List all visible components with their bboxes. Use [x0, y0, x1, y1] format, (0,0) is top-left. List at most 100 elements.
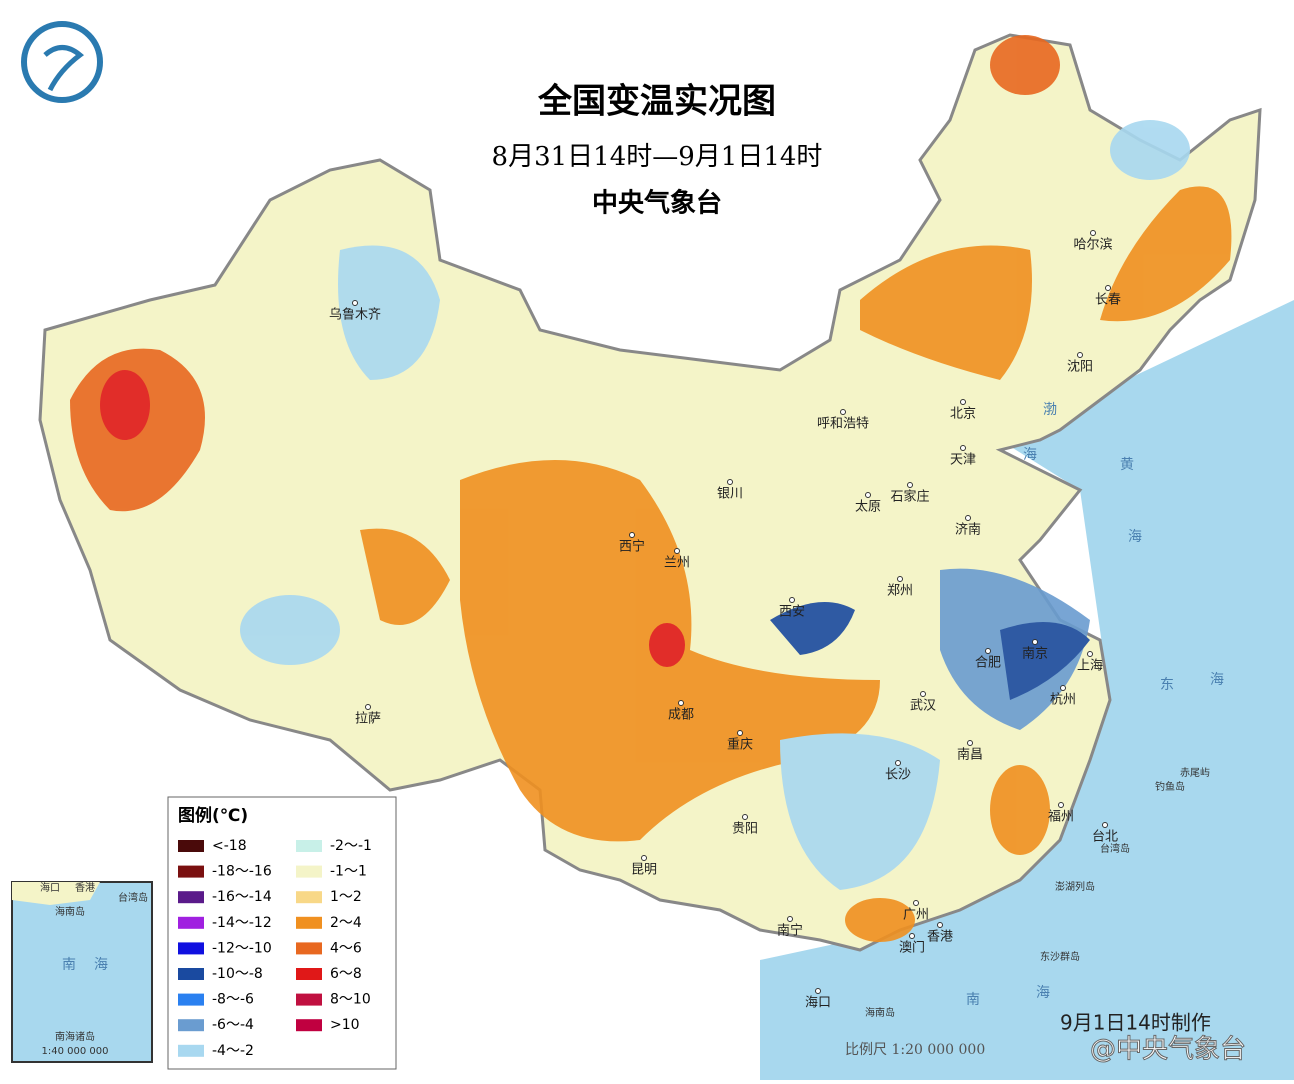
city-marker — [965, 515, 971, 521]
legend-label: -16～-14 — [212, 889, 272, 905]
island-label: 赤尾屿 — [1180, 767, 1210, 779]
inset-scale: 1:40 000 000 — [42, 1046, 109, 1057]
inset-sea: 海 — [94, 957, 108, 973]
city-marker — [897, 576, 903, 582]
inset-label: 香港 — [75, 882, 95, 894]
city-label: 银川 — [717, 487, 743, 502]
city-label: 杭州 — [1050, 693, 1076, 708]
city-label: 贵阳 — [732, 822, 758, 837]
city-marker — [895, 760, 901, 766]
legend-swatch — [178, 1019, 204, 1032]
legend-label: -10～-8 — [212, 966, 263, 982]
legend-swatch — [178, 916, 204, 929]
warm-area — [990, 765, 1050, 855]
island-label: 东沙群岛 — [1040, 950, 1080, 963]
city-label: 重庆 — [727, 737, 753, 753]
city-label: 上海 — [1077, 659, 1103, 674]
city-label: 成都 — [668, 708, 694, 723]
city-label: 合肥 — [975, 656, 1001, 671]
inset-sea: 南 — [62, 957, 76, 973]
city-marker — [985, 648, 991, 654]
warm-area — [860, 245, 1032, 380]
legend-swatch — [296, 993, 322, 1006]
sea-area — [760, 300, 1294, 1080]
city-marker — [1077, 352, 1083, 358]
city-label: 广州 — [903, 908, 929, 923]
city-marker — [1060, 685, 1066, 691]
city-marker — [742, 814, 748, 820]
city-marker — [365, 704, 371, 710]
legend-swatch — [178, 1044, 204, 1057]
island-label: 钓鱼岛 — [1155, 780, 1185, 793]
legend-swatch — [178, 891, 204, 904]
legend-title: 图例(℃) — [178, 805, 248, 826]
watermark: @中央气象台 — [1090, 1035, 1246, 1065]
warm-area — [845, 898, 915, 942]
inset-box — [11, 881, 153, 1063]
legend-swatch — [296, 865, 322, 878]
legend-label: -1～1 — [330, 864, 367, 880]
city-marker — [352, 300, 358, 306]
city-label: 长春 — [1095, 293, 1121, 308]
legend-label: -14～-12 — [212, 915, 272, 931]
inset-label: 南海诸岛 — [55, 1030, 95, 1043]
city-label: 昆明 — [631, 863, 657, 878]
sea-label: 黄 — [1120, 456, 1134, 473]
island-label: 澎湖列岛 — [1055, 880, 1095, 893]
city-label: 天津 — [950, 453, 976, 468]
legend-label: 2～4 — [330, 915, 362, 931]
city-label: 拉萨 — [355, 712, 381, 727]
city-label: 北京 — [950, 407, 976, 422]
legend-swatch — [296, 1019, 322, 1032]
inset-label: 台湾岛 — [118, 891, 148, 904]
city-label: 西宁 — [619, 539, 645, 555]
production-note: 9月1日14时制作 — [1060, 1011, 1211, 1035]
map-scale: 比例尺 1:20 000 000 — [845, 1042, 985, 1058]
cool-area — [1110, 120, 1190, 180]
city-marker — [1058, 802, 1064, 808]
legend-swatch — [178, 865, 204, 878]
city-marker — [937, 922, 943, 928]
inset-label: 海口 — [40, 881, 60, 894]
city-label: 南宁 — [777, 923, 803, 939]
legend-swatch — [178, 993, 204, 1006]
city-marker — [674, 548, 680, 554]
legend-swatch — [296, 916, 322, 929]
legend-label: -8～-6 — [212, 992, 254, 1008]
legend-label: 1～2 — [330, 889, 362, 905]
city-marker — [909, 933, 915, 939]
city-marker — [1102, 822, 1108, 828]
warm-area — [360, 528, 450, 625]
sea-label: 南 — [966, 992, 980, 1008]
cool-area — [780, 733, 940, 890]
legend-swatch — [296, 891, 322, 904]
map-title: 全国变温实况图 — [537, 82, 776, 122]
city-label: 石家庄 — [890, 489, 929, 505]
city-label: 澳门 — [899, 940, 925, 956]
logo-mark — [43, 45, 85, 92]
city-marker — [967, 740, 973, 746]
city-marker — [815, 988, 821, 994]
legend-swatch — [296, 942, 322, 955]
city-label: 西安 — [779, 605, 805, 620]
city-label: 太原 — [855, 500, 881, 515]
inset: 海口 香港 台湾岛 海南岛 南 海 南海诸岛 1:40 000 000 — [11, 881, 153, 1063]
legend-swatch — [178, 968, 204, 980]
sea-label: 东 — [1160, 677, 1174, 693]
legend-label: <-18 — [212, 838, 247, 854]
city-marker — [840, 409, 846, 415]
legend: 图例(℃) <-18 -18～-16 -16～-14 -14～-12 -12～-10 -1… — [167, 796, 397, 1070]
city-label: 郑州 — [887, 584, 913, 599]
legend-swatch — [178, 840, 204, 852]
city-marker — [789, 597, 795, 603]
city-label: 长沙 — [885, 768, 911, 783]
sea-label: 海 — [1023, 447, 1037, 463]
city-marker — [1087, 651, 1093, 657]
sea-label: 渤 — [1043, 402, 1057, 418]
temperature-areas — [70, 35, 1232, 942]
city-marker — [960, 399, 966, 405]
city-label: 哈尔滨 — [1073, 237, 1112, 253]
legend-label: 4～6 — [330, 940, 362, 956]
city-label: 台北 — [1092, 830, 1118, 845]
